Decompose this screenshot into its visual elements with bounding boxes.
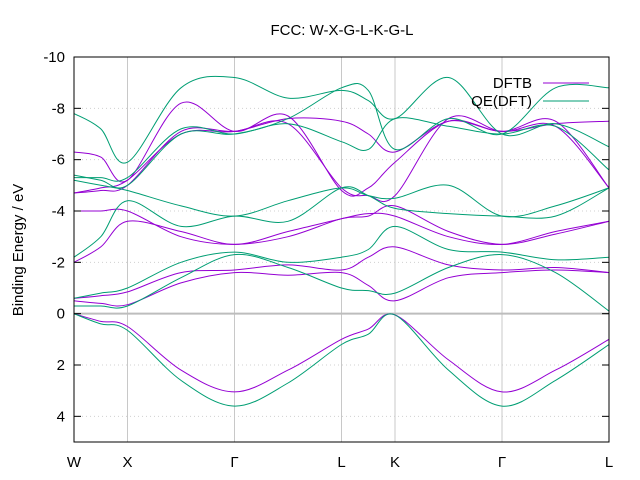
band-line	[74, 253, 609, 312]
x-tick-label: X	[122, 454, 132, 471]
legend-label: DFTB	[493, 75, 532, 92]
x-tick-label: L	[605, 454, 613, 471]
series-qe-dft	[74, 75, 609, 407]
y-tick-label: 2	[57, 357, 65, 374]
y-tick-label: -4	[52, 203, 65, 220]
grid-lines	[74, 56, 609, 442]
band-line	[74, 205, 609, 245]
tick-group: 4 2 0 -2 -4 -6 -8 -10 W X Γ L K Γ L	[43, 49, 613, 471]
band-line	[74, 313, 609, 393]
x-tick-label: W	[67, 454, 82, 471]
x-tick-label: K	[390, 454, 400, 471]
x-tick-label: Γ	[230, 454, 238, 471]
x-tick-label: L	[337, 454, 345, 471]
y-tick-label: 4	[57, 408, 65, 425]
y-tick-label: 0	[57, 306, 65, 323]
y-tick-label: -10	[43, 49, 65, 66]
series-group	[74, 75, 609, 407]
band-line	[74, 313, 609, 407]
chart-title: FCC: W-X-G-L-K-G-L	[270, 22, 413, 39]
legend-label: QE(DFT)	[471, 93, 532, 110]
band-line	[74, 225, 609, 299]
y-tick-label: -2	[52, 254, 65, 271]
band-line	[74, 82, 609, 189]
band-line	[74, 246, 609, 299]
x-tick-label: Γ	[498, 454, 506, 471]
y-axis-title: Binding Energy / eV	[10, 184, 27, 317]
band-line	[74, 179, 609, 218]
y-tick-label: -6	[52, 152, 65, 169]
y-tick-label: -8	[52, 100, 65, 117]
plot-frame	[73, 56, 610, 443]
band-line	[74, 269, 609, 307]
